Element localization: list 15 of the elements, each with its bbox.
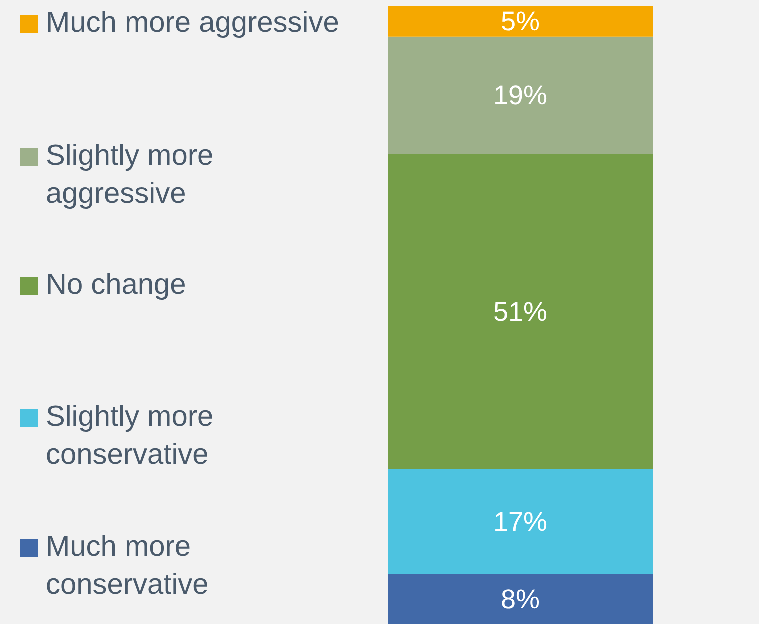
bar <box>388 470 653 575</box>
data-label: 19% <box>493 80 548 111</box>
bar <box>388 574 653 624</box>
data-label: 5% <box>500 6 540 36</box>
data-label: 17% <box>493 507 548 538</box>
data-label: 51% <box>493 296 548 327</box>
bar <box>388 154 653 470</box>
legend-label: Much more conservative <box>46 530 210 603</box>
legend-label: No change <box>46 268 188 303</box>
data-label: 8% <box>500 584 540 614</box>
bar <box>388 36 653 154</box>
legend-label: Slightly more conservative <box>46 400 215 473</box>
legend-label: Slightly more aggressive <box>46 139 215 212</box>
legend-label: Much more aggressive <box>46 6 340 41</box>
bar <box>388 6 653 37</box>
